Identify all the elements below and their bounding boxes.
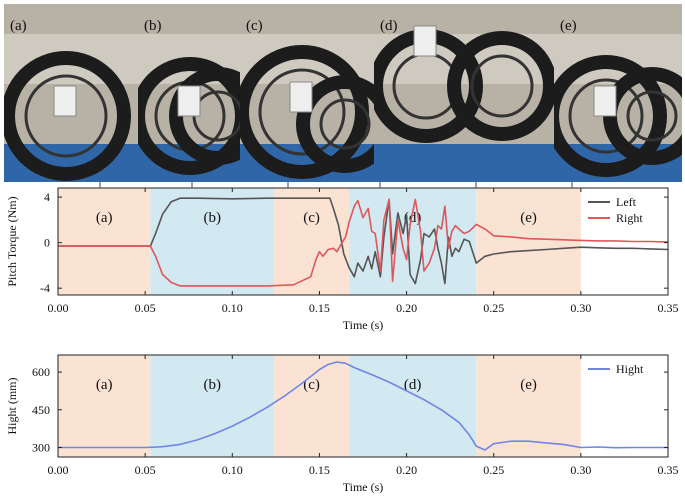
phase-region <box>476 188 581 295</box>
x-tick-label: 0.35 <box>658 463 679 477</box>
robot-body <box>177 85 201 117</box>
wheel-rim <box>258 68 346 156</box>
phase-label: (e) <box>520 377 537 393</box>
chart-panel: (a) (b) (c) (d) (e) 0.00 0.05 0.10 0.15 0.20 0.25 0… <box>5 354 679 494</box>
floor <box>374 144 554 182</box>
phase-label: (a) <box>96 377 113 393</box>
phase-label: (e) <box>520 210 537 226</box>
y-axis-label: Hight (mm) <box>5 378 19 435</box>
phase-label: (b) <box>203 210 221 226</box>
phase-label: (a) <box>96 210 113 226</box>
series-line <box>58 198 669 287</box>
phase-region <box>349 355 477 457</box>
x-axis-label: Time (s) <box>343 480 384 494</box>
wheel <box>138 57 240 175</box>
robot-photo: (b) <box>138 4 240 182</box>
wheel-rim <box>626 90 678 142</box>
series-line <box>58 361 668 451</box>
photo-label: (c) <box>246 18 263 34</box>
phase-region <box>349 188 477 295</box>
x-tick-label: 0.00 <box>48 301 69 315</box>
robot-photo-image <box>240 4 374 182</box>
robot-photo: (d) <box>374 4 554 182</box>
plot-frame <box>57 187 669 296</box>
x-tick-label: 0.35 <box>658 301 679 315</box>
x-tick-label: 0.30 <box>570 463 591 477</box>
y-tick-label: 450 <box>32 403 50 417</box>
x-tick-label: 0.30 <box>570 301 591 315</box>
photo-label: (b) <box>144 18 162 34</box>
robot-photo-image <box>138 4 240 182</box>
photo-label: (a) <box>10 18 27 34</box>
x-tick-label: 0.20 <box>396 301 417 315</box>
wheel <box>554 55 667 177</box>
legend-entry: Hight <box>616 362 644 376</box>
robot-photo-image <box>4 4 138 182</box>
wheel <box>4 51 131 181</box>
wheel-rim <box>568 78 644 154</box>
y-tick-label: 4 <box>44 190 50 204</box>
phase-label: (c) <box>303 377 320 393</box>
phase-region <box>476 355 581 457</box>
x-tick-label: 0.10 <box>222 463 243 477</box>
photo-strip: (a) (b) (c) (d) (e) <box>4 4 682 182</box>
wheel <box>447 31 554 141</box>
phase-region <box>150 355 275 457</box>
phase-label: (c) <box>303 210 320 226</box>
phase-region <box>150 188 275 295</box>
x-tick-label: 0.15 <box>309 463 330 477</box>
y-axis-label: Pitch Torque (Nm) <box>5 196 19 286</box>
wheel-rim <box>319 98 371 150</box>
legend-entry: Right <box>616 211 643 225</box>
robot-body <box>593 85 617 117</box>
y-tick-label: 0 <box>44 236 50 250</box>
robot-body <box>413 25 437 57</box>
chart-panel: (a) (b) (c) (d) (e)0.00 0.05 0.10 0.15 0.20 0.25 0… <box>5 187 679 332</box>
phase-region <box>274 188 350 295</box>
robot-body <box>289 81 313 113</box>
x-tick-label: 0.20 <box>396 463 417 477</box>
wheel-rim <box>24 74 108 158</box>
y-tick-label: 300 <box>32 440 50 454</box>
photo-label: (e) <box>560 18 577 34</box>
legend-entry: Left <box>616 195 637 209</box>
robot-photo: (c) <box>240 4 374 182</box>
x-tick-label: 0.15 <box>309 301 330 315</box>
phase-region <box>58 188 151 295</box>
phase-label: (b) <box>203 377 221 393</box>
wheel <box>169 67 240 165</box>
y-tick-label: -4 <box>40 281 50 295</box>
phase-region <box>274 355 350 457</box>
x-tick-label: 0.05 <box>135 301 156 315</box>
x-tick-label: 0.25 <box>483 301 504 315</box>
x-tick-label: 0.05 <box>135 463 156 477</box>
x-axis-label: Time (s) <box>343 318 384 332</box>
robot-photo-image <box>554 4 682 182</box>
robot-body <box>53 85 77 117</box>
phase-label: (d) <box>404 377 422 393</box>
robot-photo: (e) <box>554 4 682 182</box>
robot-photo: (a) <box>4 4 138 182</box>
robot-photo-image <box>374 4 554 182</box>
wheel-rim <box>470 54 534 118</box>
x-tick-label: 0.25 <box>483 463 504 477</box>
x-tick-label: 0.00 <box>48 463 69 477</box>
phase-region <box>58 355 151 457</box>
plot-frame <box>57 354 669 458</box>
wheel <box>240 45 369 179</box>
photo-label: (d) <box>380 18 398 34</box>
wheel <box>296 75 374 173</box>
x-tick-label: 0.10 <box>222 301 243 315</box>
y-tick-label: 600 <box>32 365 50 379</box>
